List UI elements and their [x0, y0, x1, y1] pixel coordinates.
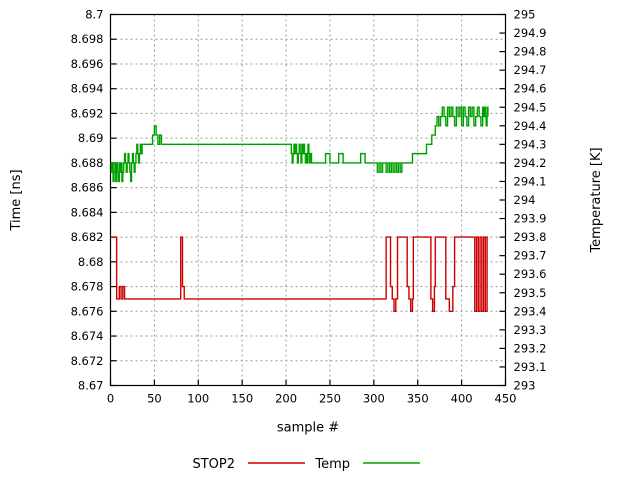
y-axis-right-tick-label: 293.5: [514, 286, 547, 300]
x-axis-tick-label: 150: [231, 392, 253, 406]
data-series-layer: [110, 106, 489, 312]
y-axis-left-tick-label: 8.692: [71, 106, 104, 120]
y-axis-right-title: Temperature [K]: [589, 147, 604, 253]
y-axis-right-tick-label: 293.2: [514, 341, 547, 355]
legend-label-stop2: STOP2: [192, 457, 235, 472]
x-axis-tick-label: 0: [107, 392, 114, 406]
y-axis-right-tick-label: 294.1: [514, 174, 547, 188]
y-axis-left-tick-label: 8.676: [71, 304, 104, 318]
y-axis-right-tick-label: 294.9: [514, 26, 547, 40]
plot-frame: [109, 13, 507, 387]
y-axis-left-tick-label: 8.684: [71, 205, 104, 219]
y-axis-left-tick-label: 8.688: [71, 156, 104, 170]
y-axis-left-tick-label: 8.7: [85, 8, 103, 22]
y-axis-left-tick-label: 8.672: [71, 354, 104, 368]
chart-legend: STOP2 Temp: [192, 457, 420, 472]
y-axis-right-tick-label: 294.4: [514, 119, 547, 133]
y-axis-left-tick-label: 8.678: [71, 280, 104, 294]
y-axis-left-tick-label: 8.68: [78, 255, 104, 269]
x-axis-tick-label: 400: [451, 392, 473, 406]
y-axis-right-tick-label: 294.6: [514, 82, 547, 96]
y-axis-right-tick-label: 293.1: [514, 360, 547, 374]
y-axis-left-tick-label: 8.698: [71, 32, 104, 46]
x-axis-ticks: 0 50 100 150 200 250 300 350 400 450: [107, 379, 517, 406]
y-axis-left-title: Time [ns]: [9, 169, 24, 231]
y-axis-left-tick-label: 8.69: [78, 131, 104, 145]
y-axis-right-tick-label: 294.3: [514, 137, 547, 151]
grid-lines: [110, 14, 506, 386]
y-axis-left-ticks: 8.67 8.672 8.674 8.676 8.678 8.68 8.682 8.684 8.…: [71, 8, 117, 393]
y-axis-left-tick-label: 8.696: [71, 57, 104, 71]
x-axis-tick-label: 200: [275, 392, 297, 406]
series-line-stop2: [110, 236, 488, 312]
y-axis-left-tick-label: 8.67: [78, 379, 104, 393]
y-axis-left-tick-label: 8.682: [71, 230, 104, 244]
x-axis-tick-label: 350: [407, 392, 429, 406]
y-axis-right-ticks: 293 293.1 293.2 293.3 293.4 293.5 293.6 293.7 29…: [499, 8, 547, 393]
y-axis-left-tick-label: 8.674: [71, 329, 104, 343]
legend-label-temp: Temp: [314, 457, 350, 472]
series-line-temp: [110, 106, 489, 183]
y-axis-right-tick-label: 294.7: [514, 63, 547, 77]
y-axis-right-tick-label: 294.2: [514, 156, 547, 170]
y-axis-left-tick-label: 8.694: [71, 82, 104, 96]
y-axis-right-tick-label: 293.8: [514, 230, 547, 244]
y-axis-right-tick-label: 293.9: [514, 212, 547, 226]
y-axis-right-tick-label: 294.5: [514, 100, 547, 114]
y-axis-right-tick-label: 293.3: [514, 323, 547, 337]
x-axis-tick-label: 50: [147, 392, 162, 406]
x-axis-tick-label: 100: [187, 392, 209, 406]
y-axis-right-tick-label: 293: [514, 379, 536, 393]
y-axis-right-tick-label: 293.7: [514, 249, 547, 263]
y-axis-right-tick-label: 295: [514, 8, 536, 22]
y-axis-right-tick-label: 293.6: [514, 267, 547, 281]
y-axis-right-tick-label: 294: [514, 193, 536, 207]
y-axis-right-tick-label: 294.8: [514, 45, 547, 59]
y-axis-left-tick-label: 8.686: [71, 181, 104, 195]
x-axis-tick-label: 450: [495, 392, 517, 406]
x-axis-tick-label: 300: [363, 392, 385, 406]
x-axis-tick-label: 250: [319, 392, 341, 406]
y-axis-right-tick-label: 293.4: [514, 304, 547, 318]
x-axis-title: sample #: [277, 421, 339, 436]
